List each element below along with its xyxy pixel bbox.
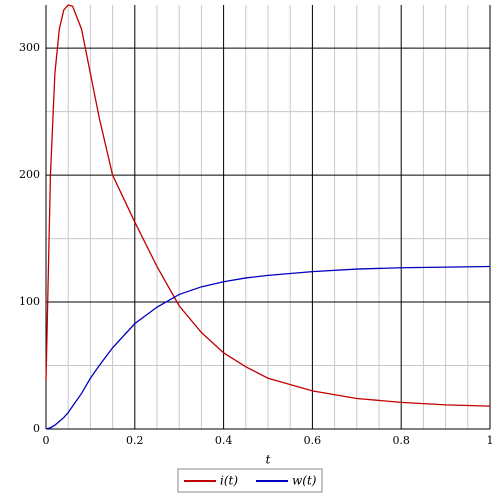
x-tick-label: 1 [487, 434, 494, 447]
series-line [45, 265, 491, 430]
x-tick-label: 0.8 [392, 434, 410, 447]
legend-label: w(t) [292, 474, 317, 488]
y-tick-label: 300 [19, 41, 40, 54]
y-tick-label: 0 [33, 422, 40, 435]
legend-label: i(t) [220, 474, 238, 488]
x-tick-label: 0.6 [304, 434, 322, 447]
legend-box [177, 468, 323, 493]
x-axis-label: t [266, 453, 271, 467]
y-tick-label: 100 [19, 295, 40, 308]
x-tick-label: 0.2 [126, 434, 144, 447]
series-line [45, 4, 491, 407]
y-tick-label: 200 [19, 168, 40, 181]
x-tick-label: 0.4 [215, 434, 233, 447]
x-tick-label: 0 [43, 434, 50, 447]
